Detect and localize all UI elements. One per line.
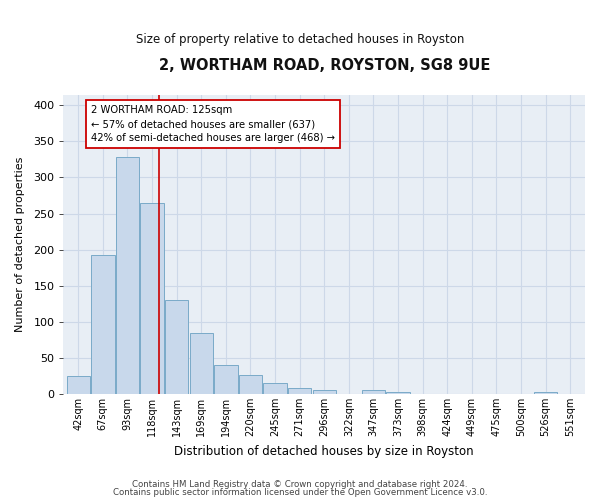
Text: Contains public sector information licensed under the Open Government Licence v3: Contains public sector information licen… — [113, 488, 487, 497]
Title: 2, WORTHAM ROAD, ROYSTON, SG8 9UE: 2, WORTHAM ROAD, ROYSTON, SG8 9UE — [158, 58, 490, 72]
Bar — [239, 374, 262, 394]
Bar — [362, 390, 385, 394]
Bar — [190, 332, 213, 394]
Bar — [165, 300, 188, 394]
Bar — [91, 256, 115, 394]
Bar — [140, 203, 164, 394]
Bar — [214, 365, 238, 394]
Bar — [67, 376, 90, 394]
Bar — [534, 392, 557, 394]
Bar — [288, 388, 311, 394]
X-axis label: Distribution of detached houses by size in Royston: Distribution of detached houses by size … — [175, 444, 474, 458]
Text: 2 WORTHAM ROAD: 125sqm
← 57% of detached houses are smaller (637)
42% of semi-de: 2 WORTHAM ROAD: 125sqm ← 57% of detached… — [91, 106, 335, 144]
Bar — [313, 390, 336, 394]
Bar — [263, 383, 287, 394]
Y-axis label: Number of detached properties: Number of detached properties — [15, 156, 25, 332]
Text: Size of property relative to detached houses in Royston: Size of property relative to detached ho… — [136, 32, 464, 46]
Bar — [116, 158, 139, 394]
Bar — [386, 392, 410, 394]
Text: Contains HM Land Registry data © Crown copyright and database right 2024.: Contains HM Land Registry data © Crown c… — [132, 480, 468, 489]
